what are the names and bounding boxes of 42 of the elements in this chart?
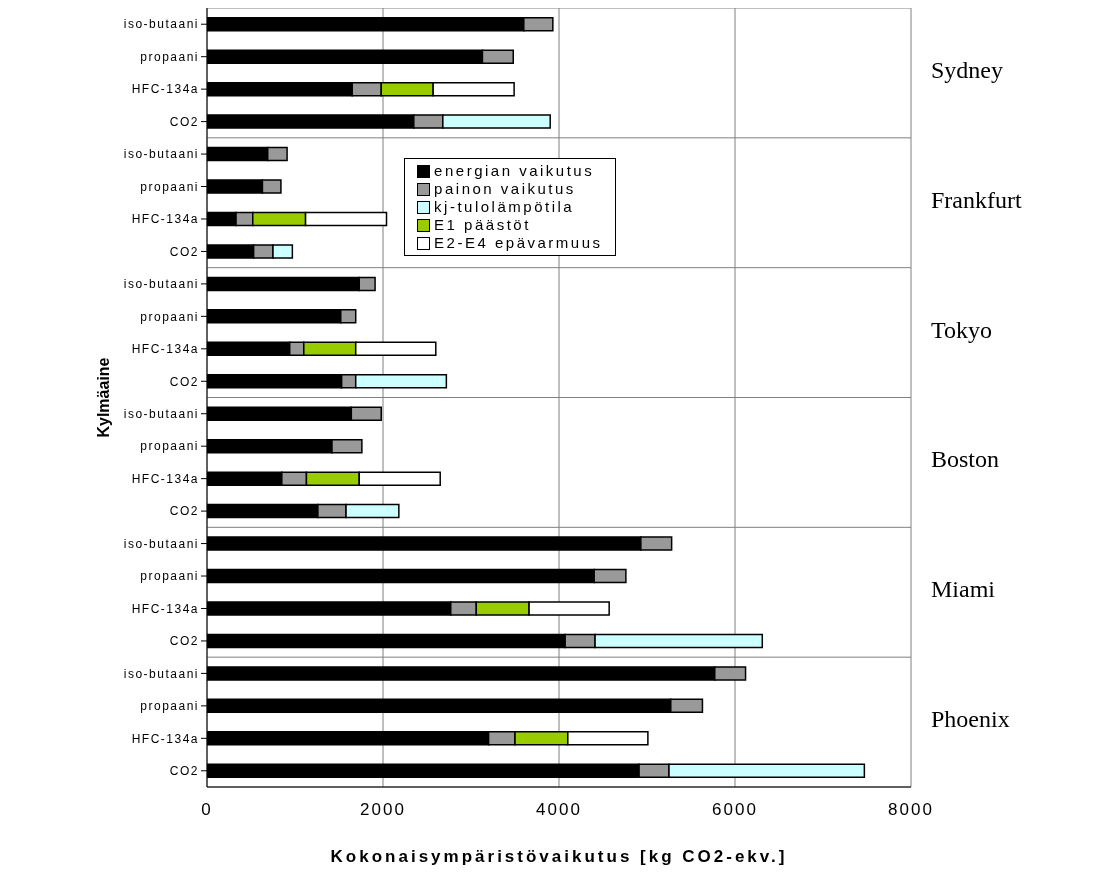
x-tick-label: 4000 bbox=[536, 800, 582, 820]
y-tick-label: propaani bbox=[140, 179, 199, 194]
x-tick-label: 8000 bbox=[888, 800, 934, 820]
y-tick-label: HFC-134a bbox=[131, 82, 199, 97]
y-tick-label: iso-butaani bbox=[123, 536, 199, 551]
y-tick-label: HFC-134a bbox=[131, 471, 199, 486]
legend-label: E2-E4 epävarmuus bbox=[434, 234, 603, 252]
y-tick-label: iso-butaani bbox=[123, 406, 199, 421]
y-tick-label: HFC-134a bbox=[131, 601, 199, 616]
y-tick-label: propaani bbox=[140, 439, 199, 454]
text: Phoenix bbox=[931, 706, 1010, 734]
y-tick-label: HFC-134a bbox=[131, 212, 199, 227]
y-axis-title: Kylmäaine bbox=[94, 357, 112, 438]
y-tick-label: iso-butaani bbox=[123, 17, 199, 32]
text: Frankfurt bbox=[931, 186, 1022, 214]
y-tick-label: propaani bbox=[140, 569, 199, 584]
y-tick-label: CO2 bbox=[169, 634, 199, 649]
y-tick-label: propaani bbox=[140, 309, 199, 324]
x-tick-label: 2000 bbox=[360, 800, 406, 820]
x-axis-title: Kokonaisympäristövaikutus [kg CO2-ekv.] bbox=[330, 847, 788, 866]
y-tick-label: CO2 bbox=[169, 504, 199, 519]
text: Sydney bbox=[931, 56, 1003, 84]
text: Tokyo bbox=[931, 316, 992, 344]
y-tick-label: iso-butaani bbox=[123, 666, 199, 681]
text: Boston bbox=[931, 446, 1000, 474]
y-tick-label: CO2 bbox=[169, 764, 199, 779]
legend-label: painon vaikutus bbox=[434, 180, 576, 198]
y-tick-label: CO2 bbox=[169, 114, 199, 129]
y-tick-label: iso-butaani bbox=[123, 147, 199, 162]
legend-label: energian vaikutus bbox=[434, 162, 595, 180]
y-tick-label: iso-butaani bbox=[123, 277, 199, 292]
y-tick-label: CO2 bbox=[169, 374, 199, 389]
legend-label: kj-tulolämpötila bbox=[434, 198, 575, 216]
text: Miami bbox=[931, 576, 995, 604]
y-tick-label: HFC-134a bbox=[131, 731, 199, 746]
y-tick-label: HFC-134a bbox=[131, 342, 199, 357]
legend-label: E1 päästöt bbox=[434, 216, 531, 234]
x-tick-label: 0 bbox=[201, 800, 213, 820]
y-tick-label: CO2 bbox=[169, 244, 199, 259]
x-tick-label: 6000 bbox=[712, 800, 758, 820]
y-tick-label: propaani bbox=[140, 699, 199, 714]
y-tick-label: propaani bbox=[140, 49, 199, 64]
